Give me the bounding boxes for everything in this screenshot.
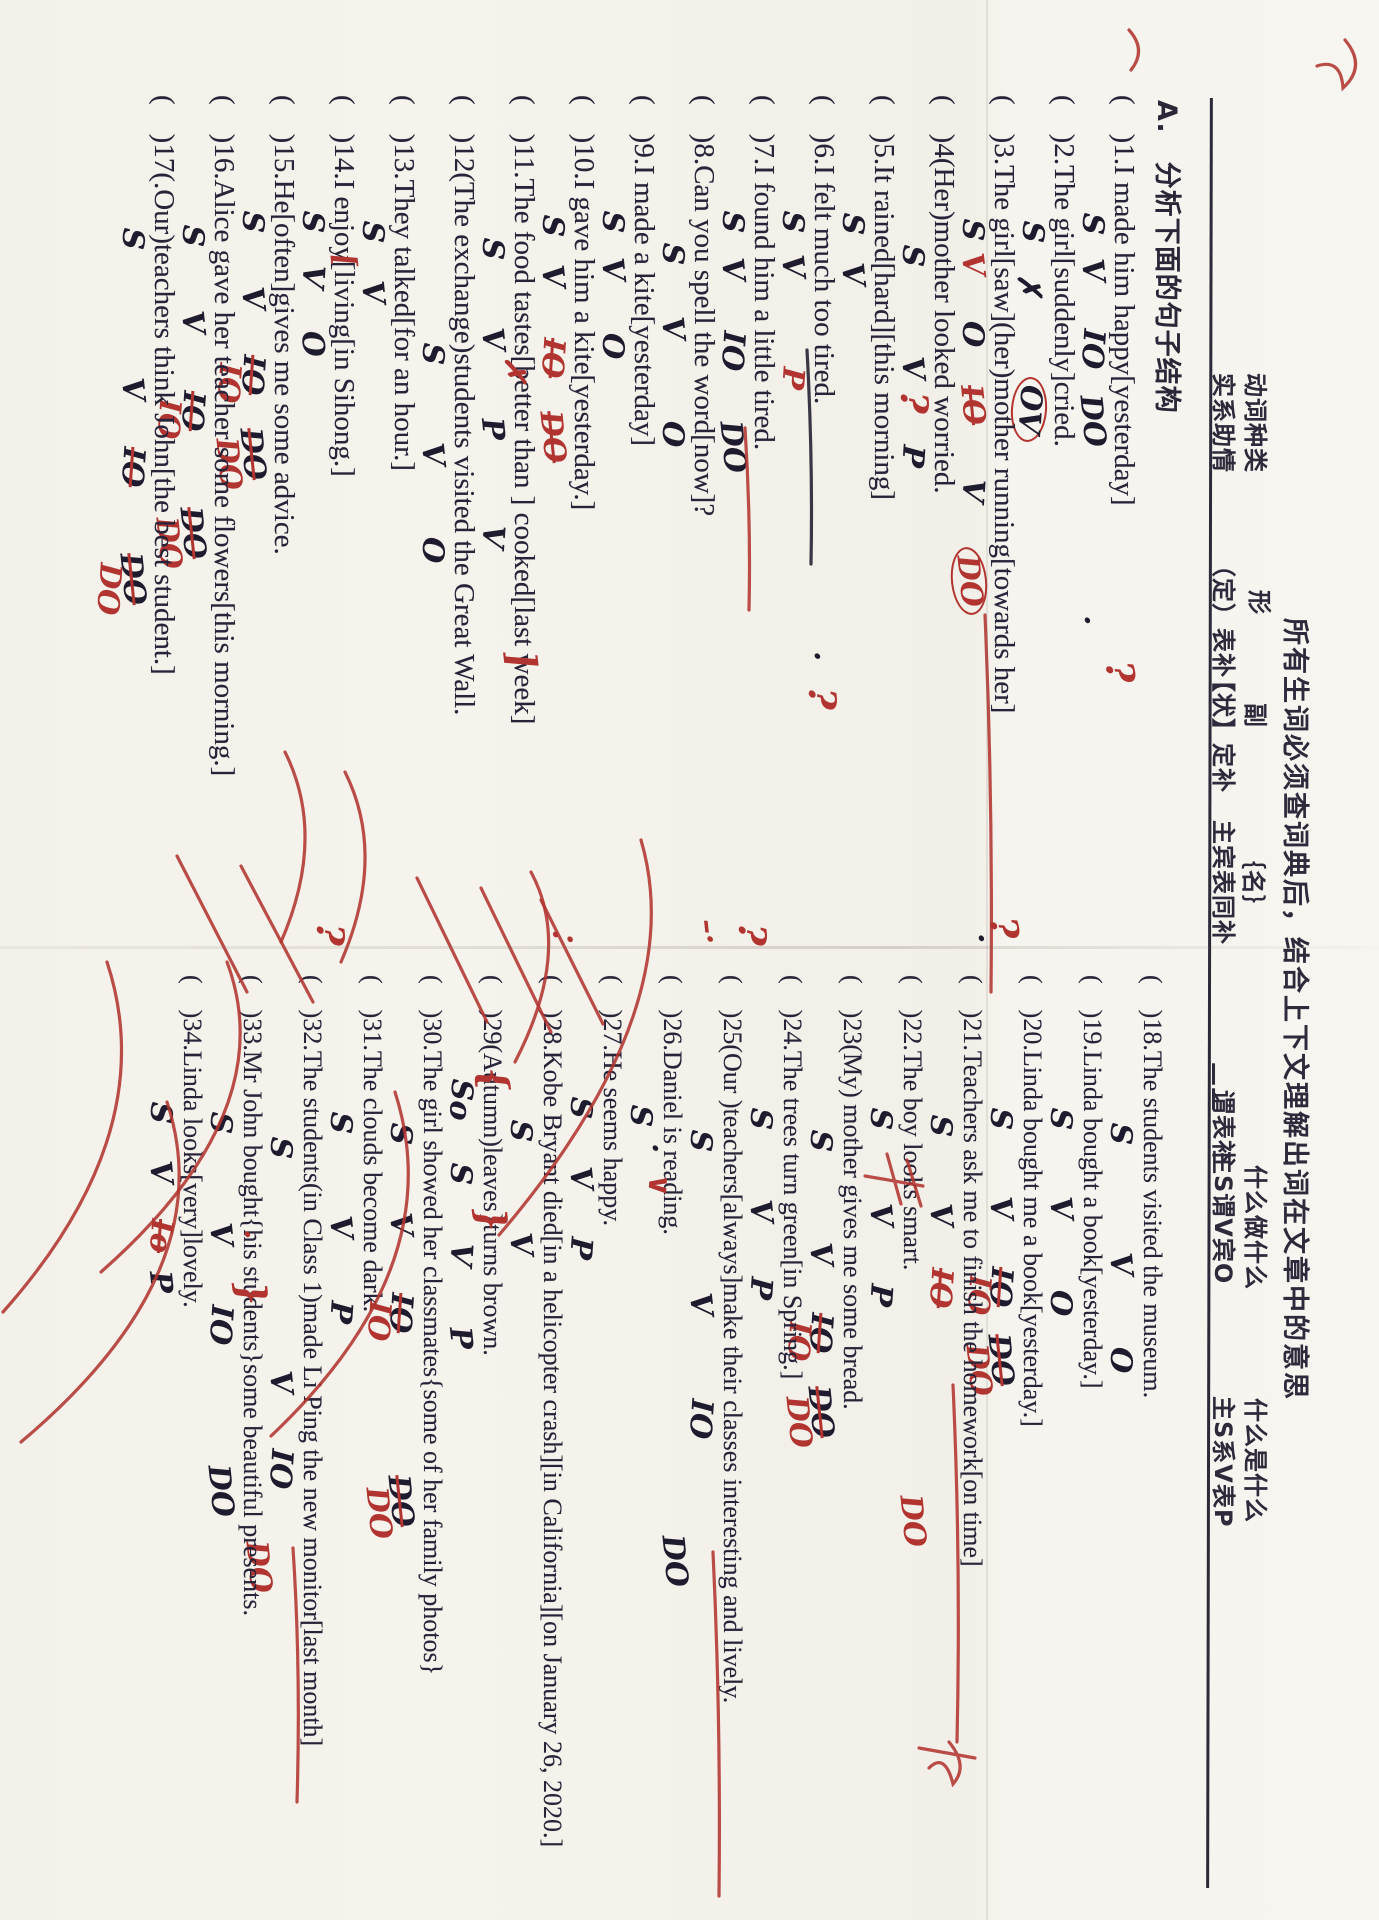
paper-crease-horizontal	[986, 0, 988, 1920]
paper-crease-vertical	[0, 946, 1379, 949]
red-pen-stroke	[339, 770, 367, 964]
red-pen-stroke	[1, 960, 124, 1314]
red-pen-stroke	[291, 1546, 300, 1804]
red-pen-stroke	[743, 426, 752, 612]
red-pen-stroke	[415, 876, 489, 1024]
red-pen-stroke	[479, 886, 553, 1034]
red-pen-stroke	[539, 898, 605, 1026]
red-pen-stroke	[269, 1090, 410, 1438]
red-pen-stroke	[951, 1383, 960, 1744]
red-pen-stroke	[917, 1740, 977, 1788]
red-pen-stroke	[497, 838, 653, 1237]
red-pen-stroke	[239, 864, 315, 1004]
red-pen-stroke	[19, 1100, 181, 1444]
red-pen-stroke	[711, 1550, 721, 1898]
red-pen-stroke	[1315, 38, 1358, 92]
red-pen-stroke	[279, 750, 307, 944]
red-pen-stroke	[863, 1152, 925, 1208]
red-pen-stroke	[99, 960, 242, 1274]
red-pen-stroke	[983, 613, 993, 994]
red-pen-stroke	[513, 870, 551, 1064]
red-pen-stroke	[1127, 28, 1141, 72]
red-pen-stroke	[175, 854, 249, 994]
pencil-stroke	[805, 348, 814, 566]
